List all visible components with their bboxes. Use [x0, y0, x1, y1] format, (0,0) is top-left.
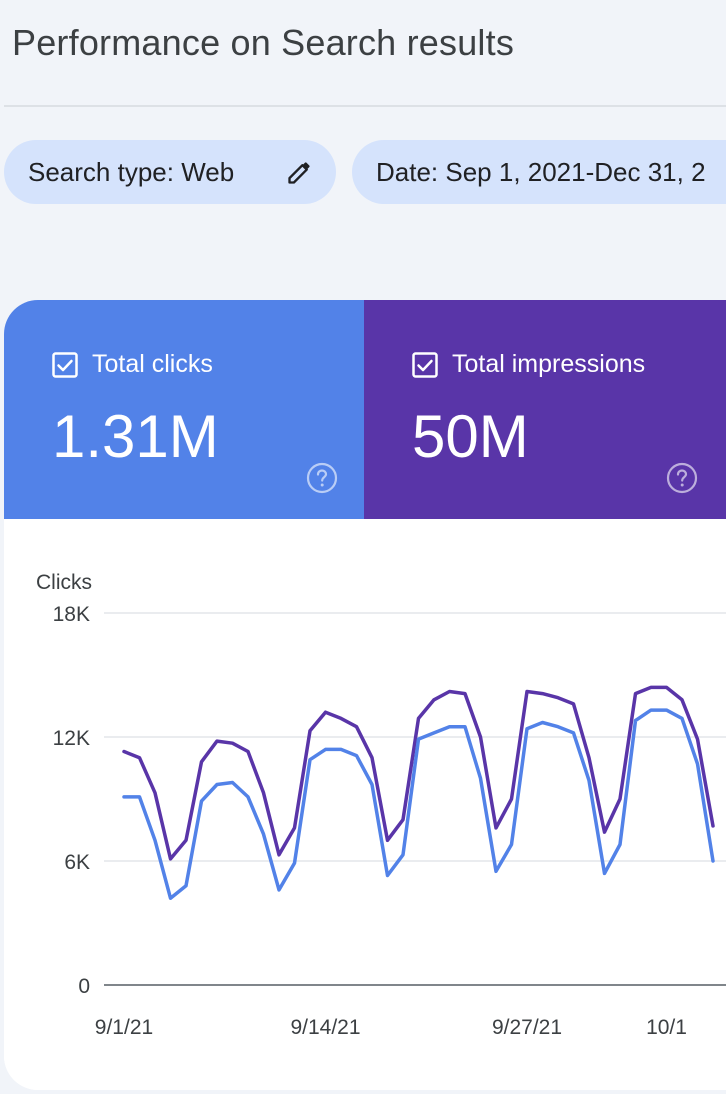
checkbox-checked-icon[interactable]: [412, 352, 438, 378]
search-type-filter-chip[interactable]: Search type: Web: [4, 140, 336, 204]
x-tick-label: 9/1/21: [95, 1016, 153, 1039]
y-tick-label: 18K: [53, 603, 90, 626]
total-clicks-card[interactable]: Total clicks 1.31M: [4, 300, 364, 519]
total-impressions-card[interactable]: Total impressions 50M: [364, 300, 726, 519]
total-impressions-label: Total impressions: [452, 350, 646, 378]
page-title: Performance on Search results: [12, 22, 515, 63]
impressions-series-line[interactable]: [122, 685, 715, 861]
performance-card: Total clicks 1.31M Total impressions 50M: [4, 300, 726, 1090]
help-icon[interactable]: [306, 462, 338, 494]
y-tick-label: 6K: [64, 851, 90, 874]
y-axis-title: Clicks: [36, 571, 92, 594]
total-clicks-value: 1.31M: [52, 403, 219, 470]
help-icon[interactable]: [666, 462, 698, 494]
x-tick-label: 10/1: [646, 1016, 687, 1039]
date-filter-chip[interactable]: Date: Sep 1, 2021-Dec 31, 2: [352, 140, 726, 204]
x-tick-label: 9/27/21: [492, 1016, 562, 1039]
x-tick-label: 9/14/21: [290, 1016, 360, 1039]
date-range-label: Date: Sep 1, 2021-Dec 31, 2: [376, 156, 706, 187]
y-tick-label: 0: [78, 975, 90, 998]
y-tick-label: 12K: [53, 727, 90, 750]
pencil-icon[interactable]: [286, 158, 314, 186]
clicks-chart[interactable]: Clicks 0 6K 12K 18K 9/1/21 9/14/21 9/27/21 10/1: [4, 519, 726, 1090]
checkbox-checked-icon[interactable]: [52, 352, 78, 378]
search-type-label: Search type: Web: [28, 156, 235, 187]
total-clicks-label: Total clicks: [92, 350, 213, 378]
line-chart[interactable]: Clicks 0 6K 12K 18K 9/1/21 9/14/21 9/27/21 10/1: [4, 519, 726, 1090]
total-impressions-value: 50M: [412, 403, 529, 470]
clicks-series-line[interactable]: [122, 708, 715, 900]
header-divider: [4, 105, 726, 107]
